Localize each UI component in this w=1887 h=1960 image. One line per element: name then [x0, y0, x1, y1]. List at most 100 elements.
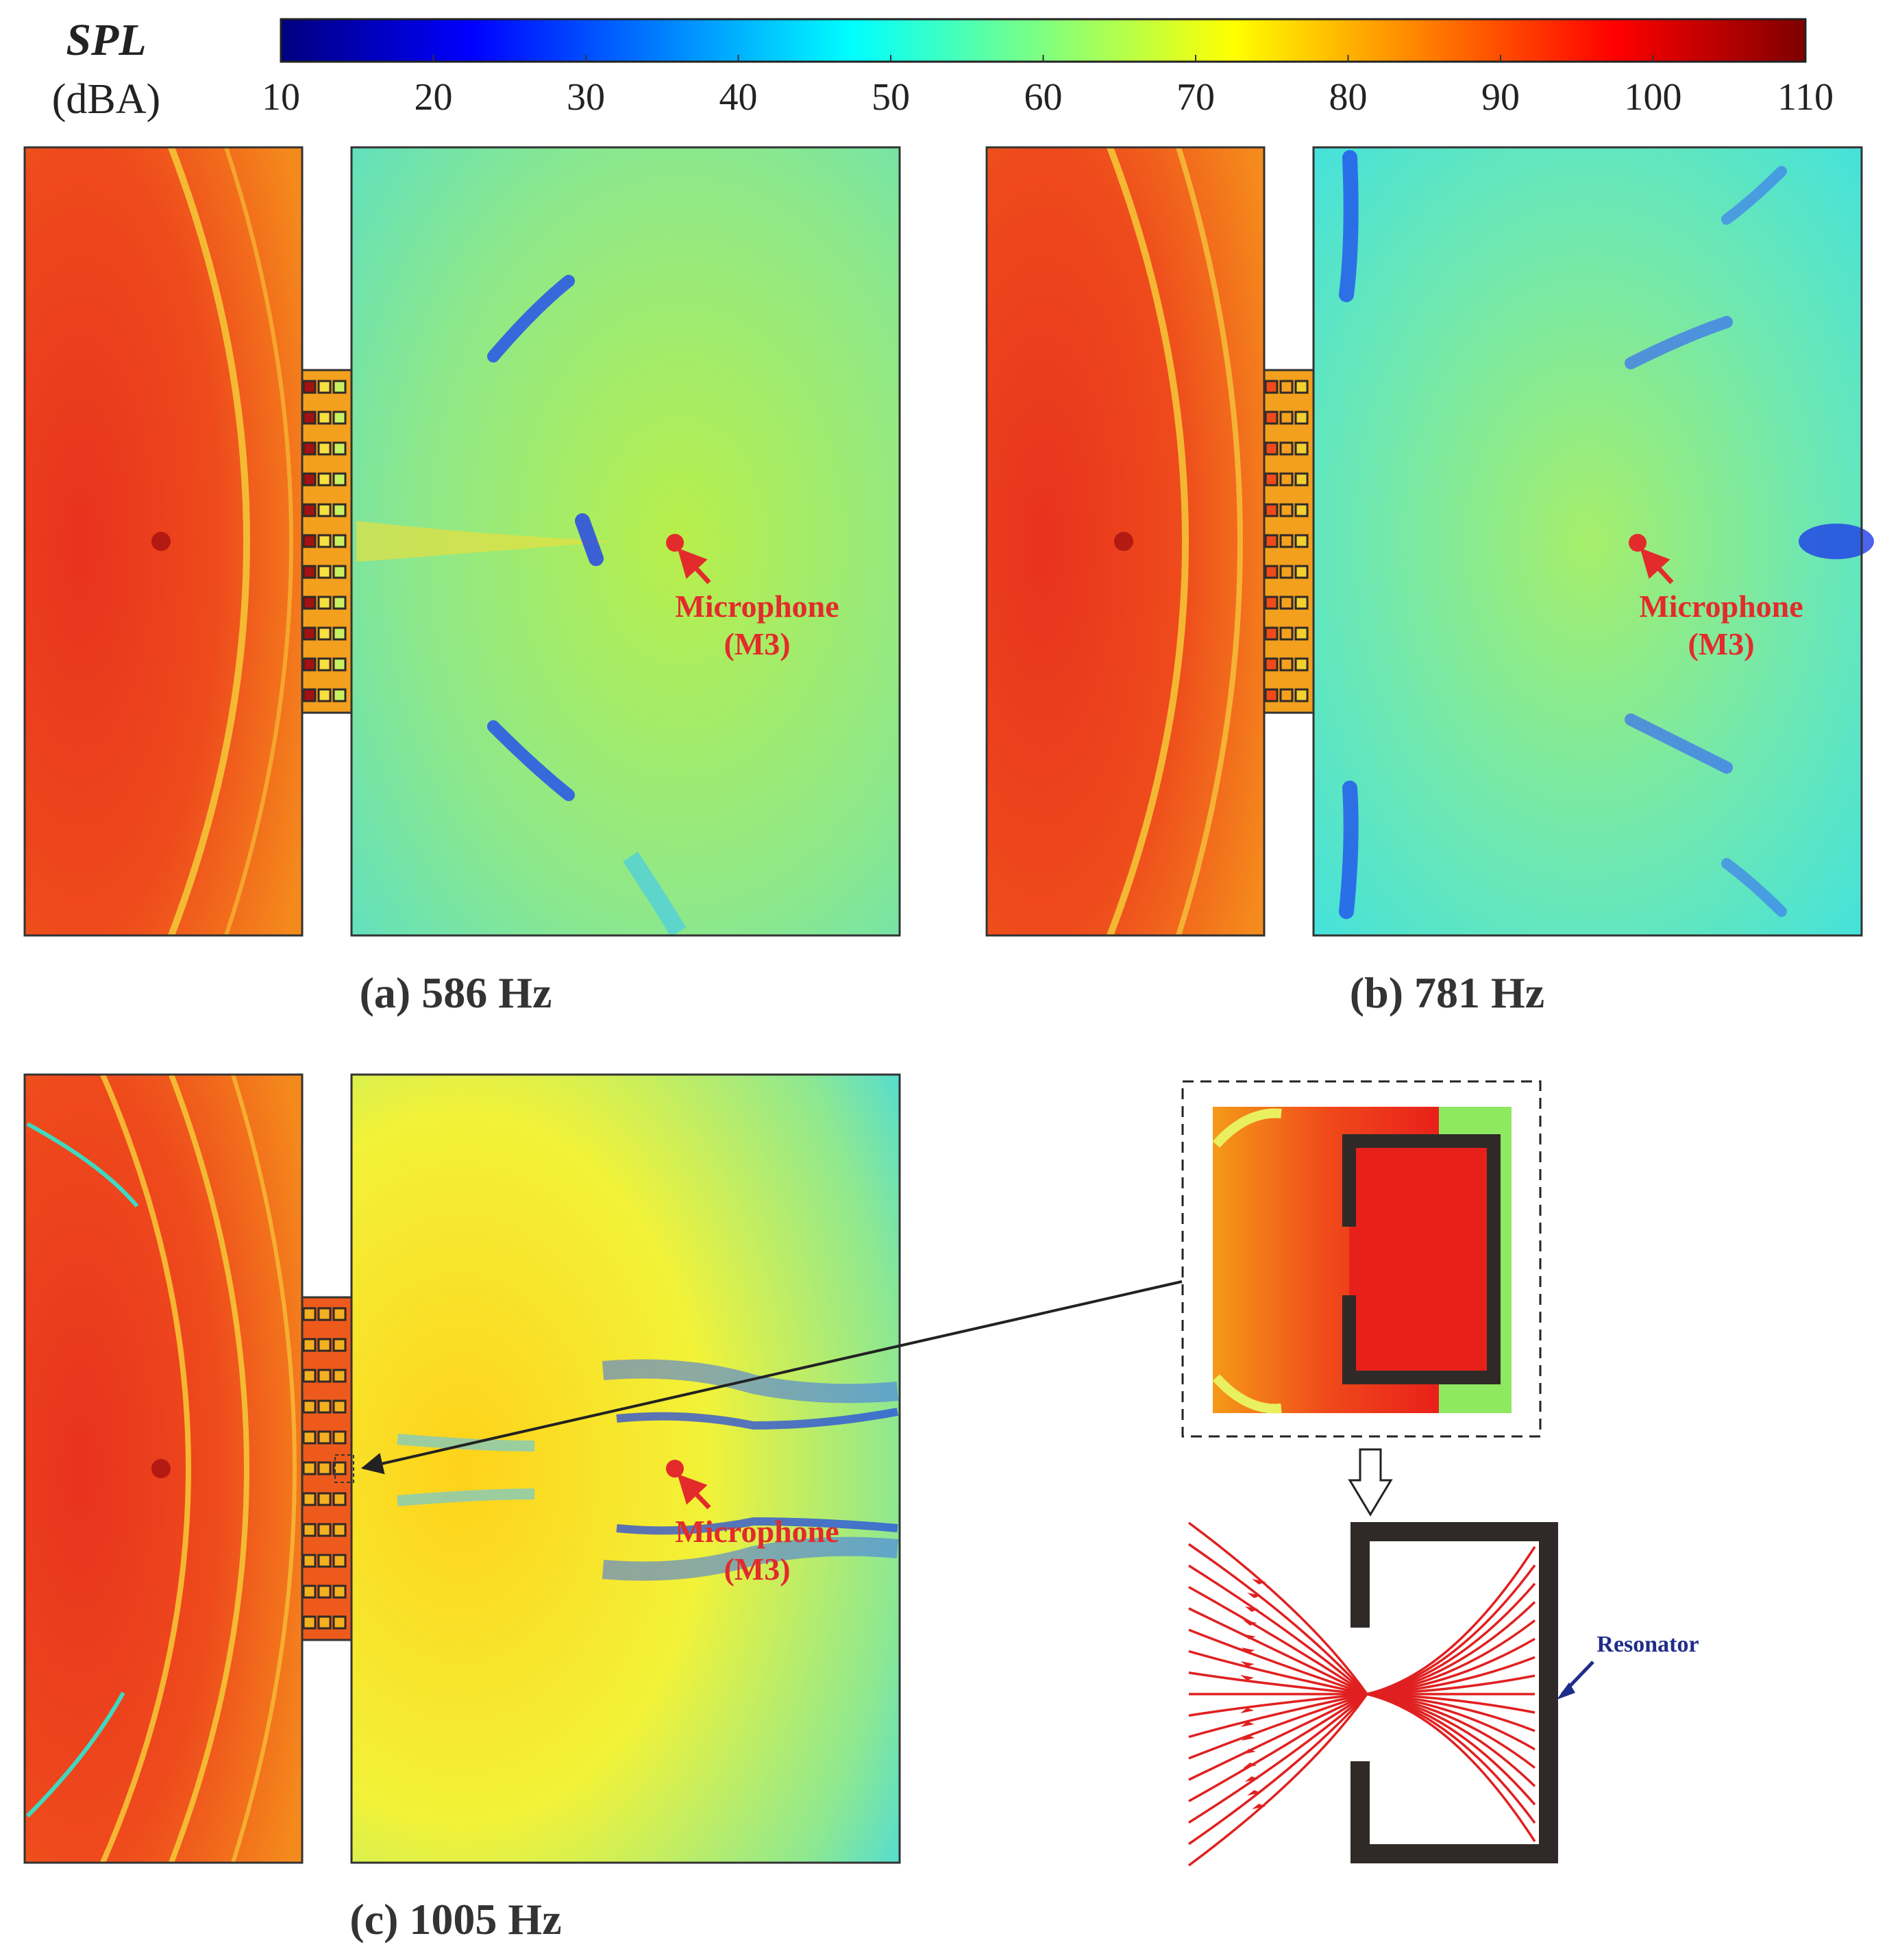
colorbar-tick-label: 70: [1176, 76, 1215, 119]
resonator-cell: [1294, 657, 1309, 672]
field-line-arrow: [1243, 1620, 1257, 1626]
resonator-cell: [332, 411, 347, 425]
resonator-cell: [1294, 626, 1309, 641]
receiver-region: [352, 1075, 900, 1863]
resonator-cell: [317, 565, 332, 579]
resonator-cell: [302, 1615, 317, 1630]
resonator-cell: [332, 441, 347, 456]
field-line: [1188, 1693, 1368, 1846]
resonator-cell: [1294, 565, 1309, 579]
resonator-cell: [302, 472, 317, 487]
resonator-cell: [1264, 657, 1279, 672]
resonator-cell: [1264, 688, 1279, 702]
resonator-cell: [1279, 503, 1294, 517]
resonator-cell: [317, 1307, 332, 1321]
resonator-cell: [332, 1523, 347, 1537]
colorbar-tick-label: 60: [1024, 76, 1063, 119]
colorbar-tick-label: 90: [1481, 76, 1520, 119]
colorbar: SPL (dBA) 10 20 30 40 50 60 70 80 90 100 110: [52, 15, 1834, 123]
resonator-cell: [317, 1399, 332, 1414]
resonator-cell: [332, 1461, 347, 1475]
resonator-cell: [1264, 626, 1279, 641]
resonator-cell: [302, 657, 317, 672]
resonator-cell: [302, 626, 317, 641]
panel-c: Microphone (M3) (c) 1005 Hz: [23, 1073, 1183, 1944]
resonator-cell: [302, 380, 317, 394]
resonator-cell: [302, 1554, 317, 1568]
field-line: [1187, 1521, 1368, 1695]
resonator-cell: [317, 1615, 332, 1630]
resonator-cell: [332, 1584, 347, 1599]
panel-title: (a) 586 Hz: [360, 968, 552, 1017]
resonator-cell: [317, 1492, 332, 1506]
field-line: [1188, 1650, 1368, 1695]
field-line-arrow: [1240, 1661, 1255, 1667]
resonator-cell: [332, 1369, 347, 1383]
resonator-cell: [302, 534, 317, 548]
field-line-arrow: [1244, 1606, 1259, 1612]
resonator-cell: [302, 1430, 317, 1445]
resonator-cavity: [1349, 1141, 1494, 1377]
resonator-cell: [332, 1554, 347, 1568]
field-line-arrow: [1241, 1647, 1255, 1653]
resonator-cells: [302, 380, 347, 702]
microphone-marker: [666, 1460, 684, 1478]
resonator-cell: [1279, 596, 1294, 610]
resonator-cell: [317, 1338, 332, 1352]
resonator-cell: [317, 1430, 332, 1445]
resonator-cell: [332, 657, 347, 672]
field-line-diagram: Resonator: [1187, 1521, 1699, 1867]
field-line-arrow: [1252, 1804, 1266, 1809]
resonator-cell: [1294, 411, 1309, 425]
resonator-cell: [302, 1338, 317, 1352]
resonator-cell: [332, 380, 347, 394]
resonator-cell: [1294, 441, 1309, 456]
resonator-cell: [302, 565, 317, 579]
panel-title: (b) 781 Hz: [1350, 968, 1544, 1017]
field-line: [1188, 1693, 1368, 1739]
colorbar-tick-label: 20: [415, 76, 453, 119]
panel-title: (c) 1005 Hz: [349, 1895, 561, 1944]
resonator-cell: [332, 1338, 347, 1352]
microphone-label: Microphone: [675, 589, 839, 624]
resonator-cell: [1279, 441, 1294, 456]
resonator-cell: [1294, 472, 1309, 487]
resonator-cell: [302, 1492, 317, 1506]
resonator-cells: [302, 1307, 347, 1630]
field-line: [1188, 1671, 1368, 1695]
microphone-label: Microphone: [1639, 589, 1803, 624]
resonator-cell: [332, 1399, 347, 1414]
resonator-cell: [332, 565, 347, 579]
resonator-cell: [332, 534, 347, 548]
field-line-arrow: [1244, 1776, 1259, 1782]
resonator-cell: [302, 688, 317, 702]
resonator-cell: [1294, 503, 1309, 517]
colorbar-gradient: [280, 18, 1807, 63]
resonator-cell: [302, 1523, 317, 1537]
resonator-cell: [332, 688, 347, 702]
resonator-cell: [317, 688, 332, 702]
resonator-cell: [1279, 472, 1294, 487]
field-line-arrow: [1247, 1593, 1261, 1598]
microphone-marker: [666, 534, 684, 552]
field-line: [1188, 1693, 1368, 1760]
resonator-cell: [317, 441, 332, 456]
resonator-cell: [302, 1584, 317, 1599]
colorbar-ticks: 10 20 30 40 50 60 70 80 90 100 110: [262, 55, 1834, 119]
microphone-marker: [1629, 534, 1646, 552]
resonator-cell: [1279, 688, 1294, 702]
inset-frame: [1181, 1080, 1542, 1438]
resonator-cell: [332, 626, 347, 641]
resonator-cell: [1279, 626, 1294, 641]
resonator-cell: [302, 441, 317, 456]
resonator-body: [1350, 1522, 1558, 1863]
field-line: [1188, 1607, 1368, 1695]
resonator-cell: [317, 534, 332, 548]
resonator-cell: [317, 411, 332, 425]
field-line: [1188, 1693, 1368, 1802]
colorbar-tick-label: 30: [567, 76, 605, 119]
field-line-arrow: [1240, 1722, 1255, 1727]
field-line: [1188, 1628, 1368, 1695]
resonator-cell: [332, 1430, 347, 1445]
resonator-cell: [1264, 472, 1279, 487]
